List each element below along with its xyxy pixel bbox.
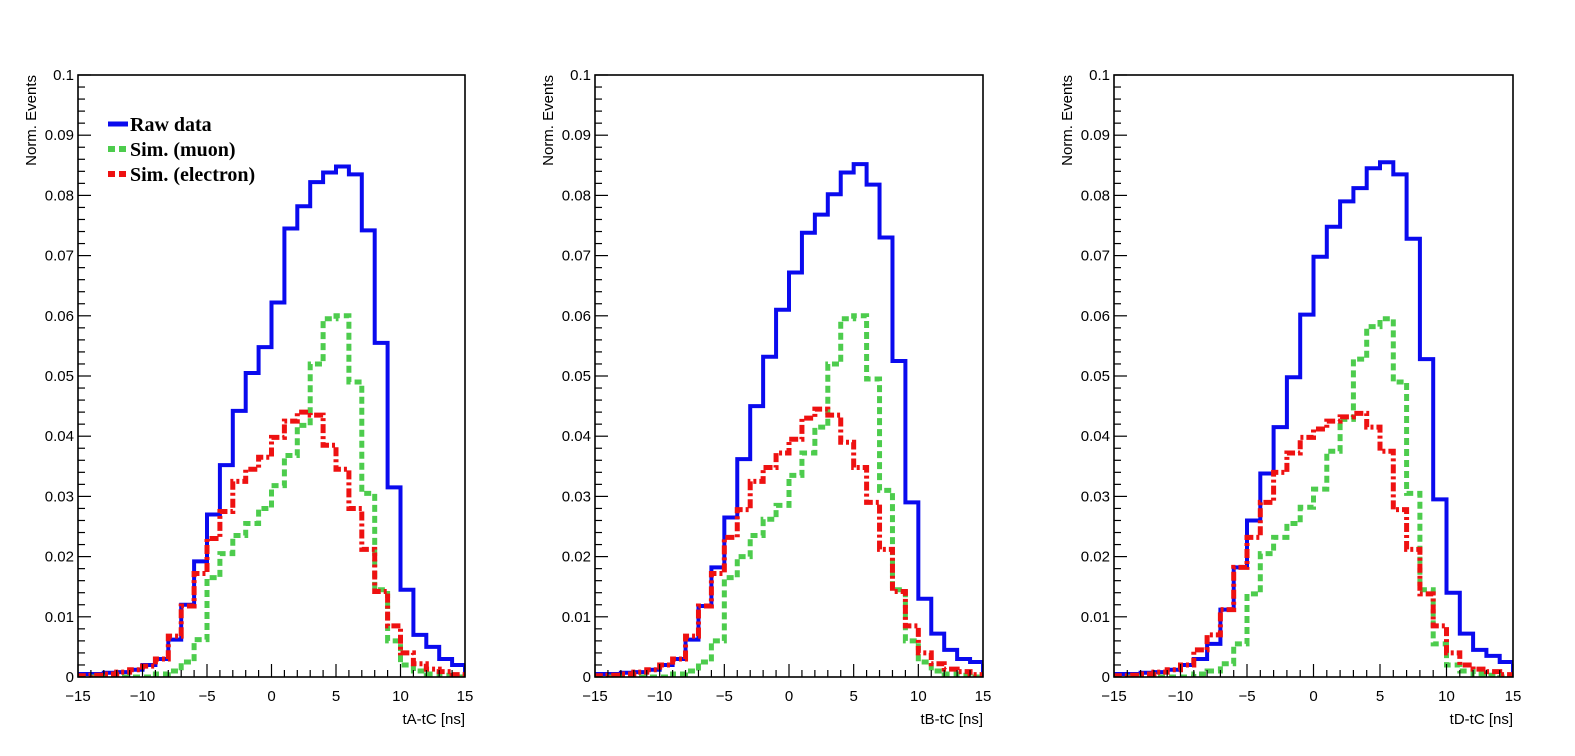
plot-frame: [1113, 74, 1514, 678]
series-line-2: [595, 313, 983, 677]
y-tick-label: 0.08: [1081, 187, 1110, 204]
y-tick-label: 0.06: [45, 308, 74, 325]
legend: Raw data Sim. (muon) Sim. (electron): [108, 114, 255, 186]
legend-label: Sim. (muon): [130, 139, 236, 161]
legend-label: Sim. (electron): [130, 164, 255, 186]
y-tick-label: 0.1: [570, 67, 591, 84]
x-tick-label: 0: [267, 688, 275, 705]
y-tick-label: 0: [583, 669, 591, 686]
panel-2: −15 −10 −5 0 5 10 15 0 0.01 0.02 0.03 0.04 0.05 0.06 0…: [540, 67, 991, 728]
x-tick-label: 10: [910, 688, 927, 705]
x-tick-label: −15: [65, 688, 90, 705]
y-tick-label: 0: [66, 669, 74, 686]
y-tick-label: 0.02: [45, 549, 74, 566]
series-line-3: [78, 409, 465, 677]
y-tick-label: 0.04: [1081, 428, 1110, 445]
panel-1: −15 −10 −5 0 5 10 15 0 0.01 0.02 0.03 0.04 0.05 0.06 0…: [23, 67, 473, 728]
series-line-1: [595, 162, 983, 677]
y-tick-label: 0.05: [562, 368, 591, 385]
y-tick-label: 0.03: [562, 488, 591, 505]
x-axis-title: tA-tC [ns]: [402, 711, 465, 728]
y-tick-label: 0.1: [53, 67, 74, 84]
series-line-3: [595, 406, 983, 677]
x-tick-label: 0: [785, 688, 793, 705]
legend-label: Raw data: [130, 114, 212, 136]
x-tick-label: 15: [1505, 688, 1522, 705]
y-tick-label: 0.05: [45, 368, 74, 385]
x-axis-title: tD-tC [ns]: [1450, 711, 1513, 728]
y-tick-label: 0.09: [45, 127, 74, 144]
x-tick-label: 10: [392, 688, 409, 705]
y-tick-label: 0.07: [45, 248, 74, 265]
x-tick-label: −5: [716, 688, 733, 705]
y-tick-label: 0.09: [1081, 127, 1110, 144]
panel-3: −15 −10 −5 0 5 10 15 0 0.01 0.02 0.03 0.04 0.05 0.06 0…: [1059, 67, 1521, 728]
y-tick-label: 0.1: [1089, 67, 1110, 84]
y-tick-label: 0.03: [45, 488, 74, 505]
y-axis-title: Norm. Events: [540, 75, 557, 166]
y-tick-label: 0.02: [1081, 549, 1110, 566]
x-tick-label: 15: [457, 688, 474, 705]
y-tick-label: 0.05: [1081, 368, 1110, 385]
x-tick-label: −15: [1101, 688, 1126, 705]
x-tick-label: −15: [582, 688, 607, 705]
y-tick-label: 0.01: [45, 609, 74, 626]
y-tick-label: 0.07: [1081, 248, 1110, 265]
y-tick-label: 0.04: [562, 428, 591, 445]
y-tick-label: 0.03: [1081, 488, 1110, 505]
y-tick-label: 0.06: [1081, 308, 1110, 325]
x-axis-title: tB-tC [ns]: [920, 711, 983, 728]
x-tick-label: −10: [130, 688, 155, 705]
y-tick-label: 0.02: [562, 549, 591, 566]
x-tick-label: −10: [647, 688, 672, 705]
series-line-3: [1114, 410, 1513, 677]
x-tick-label: 0: [1309, 688, 1317, 705]
series-line-1: [1114, 160, 1513, 677]
y-axis-title: Norm. Events: [23, 75, 40, 166]
x-tick-label: −10: [1168, 688, 1193, 705]
y-tick-label: 0.01: [562, 609, 591, 626]
y-tick-label: 0.08: [562, 187, 591, 204]
series-line-2: [78, 313, 465, 677]
x-tick-label: 5: [332, 688, 340, 705]
x-tick-label: 5: [849, 688, 857, 705]
y-tick-label: 0.08: [45, 187, 74, 204]
y-tick-label: 0.01: [1081, 609, 1110, 626]
x-tick-label: 15: [975, 688, 992, 705]
series-line-1: [78, 164, 465, 677]
x-tick-label: 10: [1438, 688, 1455, 705]
y-tick-label: 0.07: [562, 248, 591, 265]
y-axis-title: Norm. Events: [1059, 75, 1076, 166]
y-tick-label: 0.06: [562, 308, 591, 325]
x-tick-label: 5: [1376, 688, 1384, 705]
x-tick-label: −5: [1238, 688, 1255, 705]
x-tick-label: −5: [198, 688, 215, 705]
plot-frame: [594, 74, 984, 678]
y-tick-label: 0: [1102, 669, 1110, 686]
series-line-2: [1114, 316, 1513, 677]
y-tick-label: 0.04: [45, 428, 74, 445]
y-tick-label: 0.09: [562, 127, 591, 144]
